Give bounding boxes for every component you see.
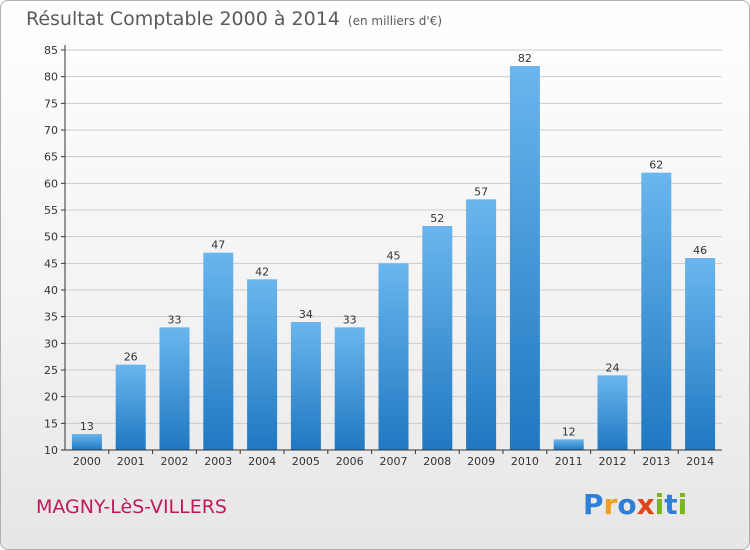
y-tick-label: 60 <box>44 177 58 190</box>
bar-2002 <box>159 327 190 450</box>
commune-name: MAGNY-LèS-VILLERS <box>36 496 227 518</box>
chart-title-text: Résultat Comptable 2000 à 2014 <box>26 8 340 30</box>
labels: 10 15 20 25 30 35 40 45 50 55 60 65 70 75 80 85 13 2000 26… <box>44 44 714 468</box>
bar-2003 <box>203 252 234 450</box>
logo-letter: r <box>603 488 618 521</box>
bar-2007 <box>378 263 409 450</box>
bar-2013 <box>641 172 672 450</box>
bar-2000 <box>71 434 102 450</box>
data-label: 42 <box>255 265 269 278</box>
y-tick-label: 35 <box>44 311 58 324</box>
x-tick-label: 2013 <box>642 455 670 468</box>
data-label: 33 <box>343 313 357 326</box>
data-label: 12 <box>562 425 576 438</box>
y-tick-label: 75 <box>44 97 58 110</box>
logo-letter: t <box>664 488 678 521</box>
x-tick-label: 2014 <box>686 455 714 468</box>
data-label: 26 <box>124 351 138 364</box>
x-tick-label: 2007 <box>380 455 408 468</box>
bar-2012 <box>597 375 628 450</box>
data-label: 82 <box>518 52 532 65</box>
axes <box>61 45 722 454</box>
bar-2004 <box>247 279 278 450</box>
bar-2010 <box>509 66 540 450</box>
x-tick-label: 2005 <box>292 455 320 468</box>
y-tick-label: 40 <box>44 284 58 297</box>
x-tick-label: 2003 <box>204 455 232 468</box>
data-label: 13 <box>80 420 94 433</box>
proxiti-logo[interactable]: Proxiti <box>583 488 687 521</box>
x-tick-label: 2010 <box>511 455 539 468</box>
x-tick-label: 2001 <box>117 455 145 468</box>
x-tick-label: 2012 <box>599 455 627 468</box>
data-label: 45 <box>387 249 401 262</box>
logo-letter: P <box>583 488 604 521</box>
y-tick-label: 80 <box>44 71 58 84</box>
data-label: 57 <box>474 185 488 198</box>
bar-2006 <box>334 327 365 450</box>
y-tick-label: 65 <box>44 151 58 164</box>
bar-2009 <box>466 199 497 450</box>
y-tick-label: 15 <box>44 417 58 430</box>
data-label: 47 <box>211 239 225 252</box>
y-tick-label: 45 <box>44 257 58 270</box>
data-label: 34 <box>299 308 313 321</box>
chart-subtitle: (en milliers d'€) <box>347 14 443 28</box>
y-tick-label: 20 <box>44 391 58 404</box>
x-tick-label: 2006 <box>336 455 364 468</box>
logo-letter: o <box>617 488 637 521</box>
bars <box>71 66 716 450</box>
bar-2014 <box>685 258 716 450</box>
data-label: 33 <box>168 313 182 326</box>
y-tick-label: 10 <box>44 444 58 457</box>
data-label: 62 <box>649 159 663 172</box>
x-tick-label: 2004 <box>248 455 276 468</box>
logo-letter: x <box>636 488 655 521</box>
y-tick-label: 50 <box>44 231 58 244</box>
data-label: 24 <box>606 361 620 374</box>
y-tick-label: 70 <box>44 124 58 137</box>
bar-2005 <box>290 322 321 450</box>
bar-2008 <box>422 226 453 450</box>
bar-2001 <box>115 364 146 450</box>
y-tick-label: 55 <box>44 204 58 217</box>
data-label: 52 <box>430 212 444 225</box>
logo-letter: i <box>677 488 688 521</box>
x-tick-label: 2000 <box>73 455 101 468</box>
y-tick-label: 30 <box>44 337 58 350</box>
data-label: 46 <box>693 244 707 257</box>
chart-title: Résultat Comptable 2000 à 2014 (en millie… <box>26 8 442 30</box>
x-tick-label: 2008 <box>423 455 451 468</box>
logo-letter: i <box>654 488 665 521</box>
y-tick-label: 85 <box>44 44 58 57</box>
y-tick-label: 25 <box>44 364 58 377</box>
x-tick-label: 2002 <box>161 455 189 468</box>
bar-2011 <box>553 439 584 450</box>
x-tick-label: 2011 <box>555 455 583 468</box>
x-tick-label: 2009 <box>467 455 495 468</box>
